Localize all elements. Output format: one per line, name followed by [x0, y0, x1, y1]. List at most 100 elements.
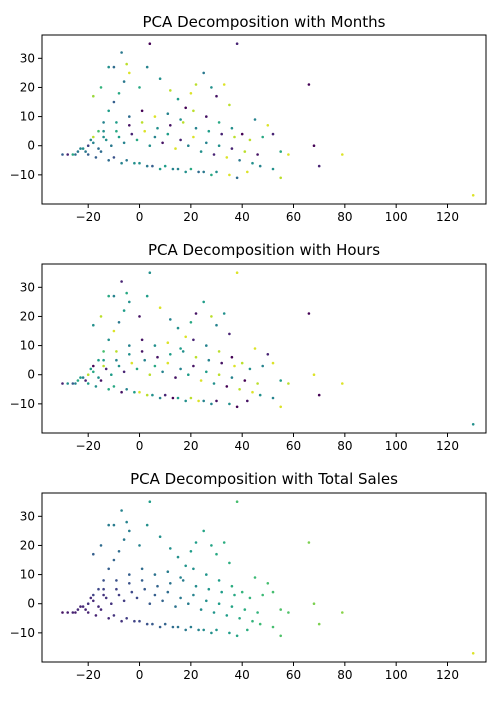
- scatter-point: [228, 402, 231, 406]
- scatter-point: [253, 576, 257, 579]
- scatter-point: [217, 144, 221, 147]
- scatter-point: [169, 124, 172, 127]
- scatter-point: [86, 602, 90, 605]
- scatter-point: [117, 321, 121, 324]
- scatter-point: [189, 550, 193, 553]
- scatter-point: [71, 153, 75, 156]
- scatter-point: [125, 159, 128, 162]
- scatter-point: [192, 109, 195, 113]
- scatter-point: [228, 561, 231, 565]
- scatter-point: [138, 619, 141, 623]
- scatter-point: [84, 608, 87, 611]
- scatter-point: [169, 318, 172, 321]
- scatter-point: [117, 135, 121, 139]
- scatter-point: [256, 611, 259, 614]
- scatter-point: [189, 92, 193, 95]
- scatter-point: [102, 135, 105, 139]
- scatter-point: [194, 355, 198, 359]
- scatter-point: [153, 364, 157, 368]
- plot-frame: [41, 492, 487, 663]
- scatter-point: [117, 364, 121, 368]
- scatter-point: [287, 611, 290, 614]
- scatter-point: [187, 144, 190, 147]
- scatter-point: [217, 602, 221, 605]
- scatter-point: [86, 382, 90, 385]
- x-tick-label: 80: [337, 210, 352, 224]
- scatter-point: [194, 584, 198, 588]
- scatter-points: [61, 271, 475, 426]
- scatter-point: [102, 350, 105, 353]
- scatter-point: [233, 135, 236, 139]
- scatter-point: [102, 579, 105, 582]
- scatter-point: [143, 587, 146, 591]
- scatter-point: [184, 564, 187, 568]
- scatter-point: [99, 86, 103, 89]
- scatter-point: [312, 144, 316, 147]
- chart-title: PCA Decomposition with Hours: [148, 241, 380, 259]
- scatter-point: [79, 376, 82, 379]
- scatter-point: [94, 614, 98, 617]
- scatter-point: [156, 126, 159, 130]
- scatter-point: [248, 596, 252, 600]
- scatter-point: [312, 373, 316, 377]
- scatter-point: [225, 614, 229, 617]
- x-tick-label: 60: [286, 439, 301, 453]
- scatter-point: [102, 129, 105, 133]
- scatter-point: [128, 71, 131, 75]
- scatter-point: [279, 608, 283, 611]
- scatter-point: [279, 379, 283, 382]
- scatter-point: [230, 126, 234, 130]
- y-tick-label: 10: [20, 110, 35, 124]
- scatter-point: [207, 129, 211, 133]
- x-tick-label: 60: [286, 210, 301, 224]
- scatter-point: [97, 129, 100, 133]
- scatter-point: [163, 622, 167, 626]
- x-tick-label: 80: [337, 668, 352, 682]
- scatter-point: [140, 109, 144, 113]
- scatter-point: [125, 617, 128, 620]
- scatter-point: [199, 150, 203, 153]
- scatter-point: [266, 582, 270, 585]
- scatter-point: [235, 42, 239, 45]
- x-tick-label: 40: [235, 210, 250, 224]
- scatter-point: [205, 573, 208, 576]
- scatter-point: [192, 135, 195, 139]
- scatter-point: [92, 599, 95, 603]
- scatter-point: [89, 367, 93, 371]
- scatter-point: [228, 103, 231, 107]
- scatter-point: [133, 161, 136, 165]
- scatter-point: [158, 306, 162, 310]
- scatter-point: [205, 141, 208, 145]
- scatter-point: [161, 370, 164, 374]
- scatter-point: [240, 361, 244, 365]
- scatter-point: [74, 611, 77, 614]
- scatter-point: [215, 94, 218, 98]
- scatter-point: [202, 529, 205, 533]
- scatter-point: [222, 541, 226, 544]
- scatter-points: [61, 42, 475, 197]
- scatter-point: [179, 576, 182, 579]
- scatter-point: [153, 135, 157, 139]
- scatter-point: [107, 159, 110, 162]
- scatter-point: [148, 144, 152, 147]
- scatter-point: [76, 608, 80, 611]
- scatter-point: [133, 619, 136, 623]
- scatter-point: [92, 370, 95, 374]
- scatter-point: [279, 405, 283, 409]
- scatter-point: [181, 579, 185, 582]
- scatter-point: [215, 170, 218, 174]
- scatter-point: [120, 619, 123, 623]
- scatter-point: [117, 550, 121, 553]
- scatter-point: [148, 271, 152, 275]
- scatter-point: [215, 552, 218, 556]
- scatter-point: [220, 361, 223, 365]
- scatter-point: [179, 138, 182, 142]
- scatter-point: [246, 170, 249, 174]
- scatter-point: [84, 379, 87, 382]
- scatter-point: [156, 355, 159, 359]
- scatter-point: [205, 115, 208, 118]
- scatter-point: [166, 590, 170, 594]
- scatter-point: [110, 373, 113, 377]
- scatter-point: [110, 602, 113, 605]
- scatter-point: [230, 376, 234, 379]
